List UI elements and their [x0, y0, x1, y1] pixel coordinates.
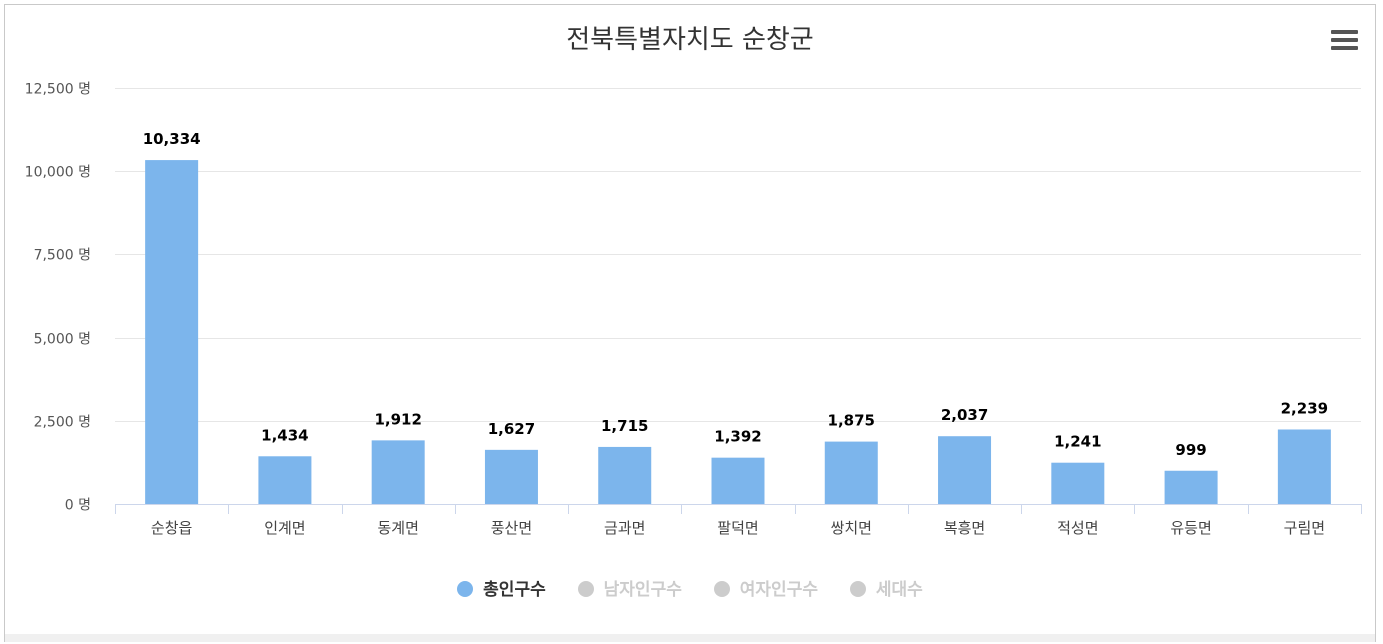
- data-label: 1,434: [261, 426, 308, 444]
- x-category-label: 복흥면: [944, 519, 985, 537]
- legend-label: 세대수: [875, 580, 923, 600]
- chart-title: 전북특별자치도 순창군: [566, 25, 814, 55]
- data-label: 1,627: [488, 420, 535, 438]
- x-category-label: 순창읍: [151, 519, 192, 537]
- legend-dot-icon: [577, 581, 594, 597]
- x-category-label: 구림면: [1284, 519, 1325, 537]
- y-tick-label: 7,500 명: [34, 248, 91, 264]
- bar-chart: 0 명 2,500 명 5,000 명 7,500 명 10,000 명 12,500 명…: [25, 82, 1362, 537]
- bar: [1164, 470, 1218, 504]
- bar: [1051, 462, 1105, 504]
- legend-item-households[interactable]: 세대수: [849, 575, 923, 600]
- y-tick-label: 10,000 명: [25, 165, 91, 181]
- y-tick-label: 2,500 명: [34, 415, 91, 431]
- data-label: 10,334: [143, 130, 201, 148]
- bar: [145, 160, 199, 504]
- legend-label: 총인구수: [483, 580, 546, 600]
- x-category-label: 인계면: [264, 519, 305, 537]
- data-label: 1,912: [374, 410, 421, 428]
- data-label: 1,392: [714, 428, 761, 446]
- legend-dot-icon: [457, 581, 474, 597]
- bar: [484, 449, 538, 504]
- x-category-label: 쌍치면: [831, 519, 872, 537]
- y-tick-label: 12,500 명: [25, 82, 91, 98]
- data-label: 999: [1175, 441, 1206, 459]
- data-label: 2,239: [1281, 399, 1328, 417]
- legend-item-female-population[interactable]: 여자인구수: [713, 575, 818, 600]
- bar: [258, 456, 312, 504]
- legend: 총인구수 남자인구수 여자인구수 세대수: [5, 575, 1375, 600]
- legend-label: 여자인구수: [739, 580, 818, 600]
- data-label: 1,715: [601, 417, 648, 435]
- x-category-label: 팔덕면: [717, 519, 758, 537]
- bar: [371, 440, 425, 504]
- legend-item-male-population[interactable]: 남자인구수: [577, 575, 682, 600]
- x-category-label: 유등면: [1170, 519, 1211, 537]
- y-tick-label: 0 명: [65, 498, 91, 514]
- chart-container: 전북특별자치도 순창군 0 명 2,500 명 5,000 명 7,500 명 10,0…: [4, 4, 1376, 642]
- legend-dot-icon: [713, 581, 730, 597]
- data-label: 1,875: [828, 412, 875, 430]
- x-category-label: 동계면: [377, 519, 418, 537]
- data-label: 1,241: [1054, 433, 1101, 451]
- bar: [711, 457, 765, 504]
- y-tick-label: 5,000 명: [34, 332, 91, 348]
- bar: [938, 436, 992, 504]
- x-category-label: 적성면: [1057, 519, 1098, 537]
- legend-item-total-population[interactable]: 총인구수: [457, 575, 546, 600]
- legend-dot-icon: [849, 581, 866, 597]
- x-category-label: 풍산면: [491, 519, 532, 537]
- horizontal-scrollbar[interactable]: [5, 634, 1375, 642]
- legend-label: 남자인구수: [603, 580, 682, 600]
- bar: [1277, 429, 1331, 504]
- bar: [598, 446, 652, 504]
- bar: [824, 441, 878, 504]
- data-label: 2,037: [941, 406, 988, 424]
- x-category-label: 금과면: [604, 519, 645, 537]
- hamburger-menu-icon[interactable]: [1331, 29, 1359, 53]
